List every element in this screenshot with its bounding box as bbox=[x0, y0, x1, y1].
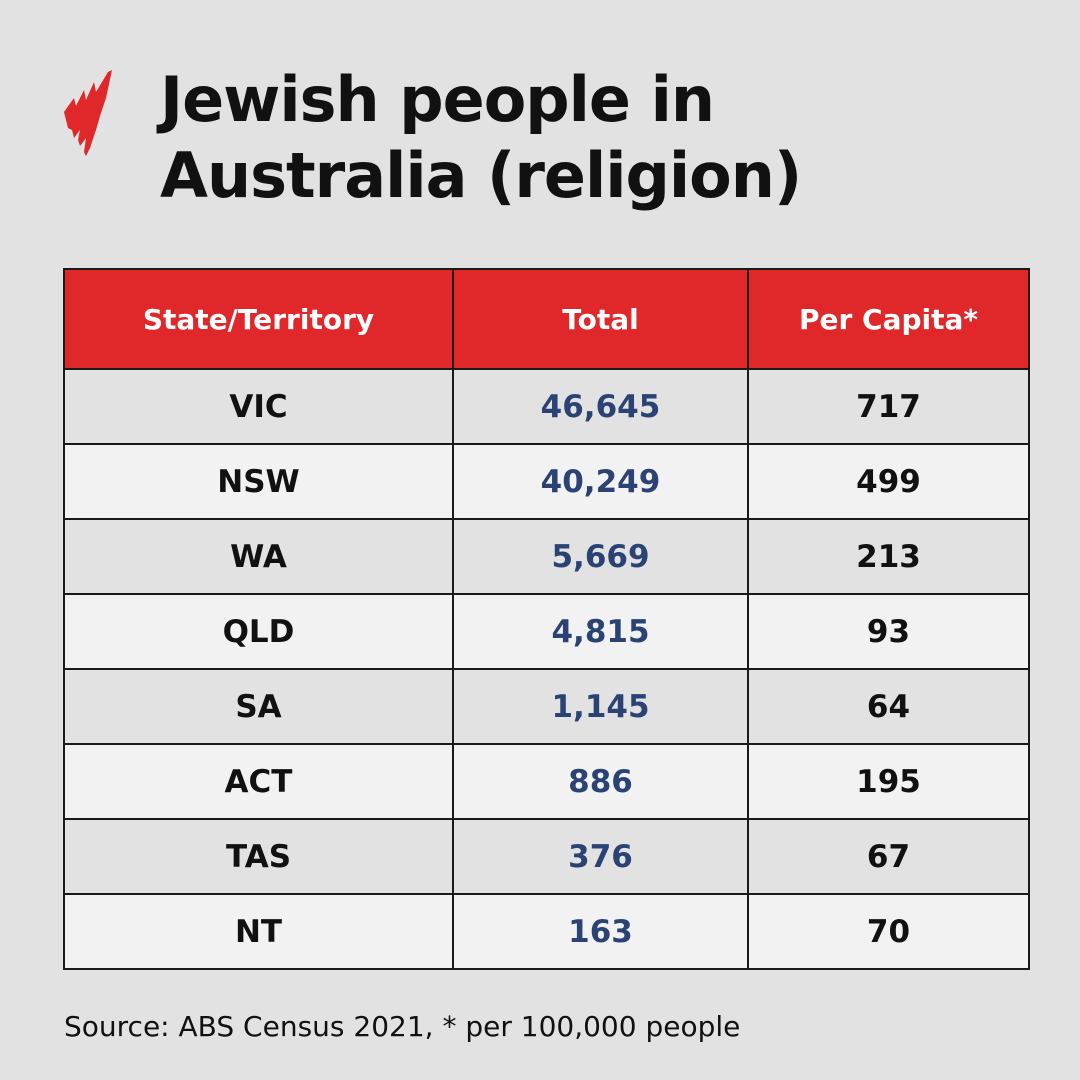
cell-state: VIC bbox=[63, 368, 454, 445]
cell-per-capita: 213 bbox=[747, 518, 1030, 595]
table-row: QLD 4,815 93 bbox=[63, 593, 1030, 670]
cell-state: SA bbox=[63, 668, 454, 745]
cell-total: 4,815 bbox=[452, 593, 749, 670]
data-table: State/Territory Total Per Capita* VIC 46… bbox=[63, 268, 1030, 970]
cell-state: NT bbox=[63, 893, 454, 970]
cell-total: 40,249 bbox=[452, 443, 749, 520]
cell-total: 886 bbox=[452, 743, 749, 820]
cell-state: NSW bbox=[63, 443, 454, 520]
table-row: SA 1,145 64 bbox=[63, 668, 1030, 745]
cell-total: 5,669 bbox=[452, 518, 749, 595]
cell-total: 1,145 bbox=[452, 668, 749, 745]
cell-per-capita: 64 bbox=[747, 668, 1030, 745]
sbs-logo-icon bbox=[64, 70, 112, 156]
cell-state: ACT bbox=[63, 743, 454, 820]
page-title: Jewish people in Australia (religion) bbox=[160, 62, 802, 214]
cell-total: 46,645 bbox=[452, 368, 749, 445]
cell-state: QLD bbox=[63, 593, 454, 670]
table-row: VIC 46,645 717 bbox=[63, 368, 1030, 445]
cell-per-capita: 499 bbox=[747, 443, 1030, 520]
title-line-2: Australia (religion) bbox=[160, 139, 802, 212]
cell-total: 163 bbox=[452, 893, 749, 970]
cell-per-capita: 70 bbox=[747, 893, 1030, 970]
cell-per-capita: 93 bbox=[747, 593, 1030, 670]
title-line-1: Jewish people in bbox=[160, 63, 715, 136]
table-row: NT 163 70 bbox=[63, 893, 1030, 970]
table-header-row: State/Territory Total Per Capita* bbox=[63, 268, 1030, 370]
table-row: NSW 40,249 499 bbox=[63, 443, 1030, 520]
cell-per-capita: 717 bbox=[747, 368, 1030, 445]
cell-per-capita: 67 bbox=[747, 818, 1030, 895]
header-total: Total bbox=[452, 268, 749, 370]
cell-total: 376 bbox=[452, 818, 749, 895]
cell-per-capita: 195 bbox=[747, 743, 1030, 820]
cell-state: WA bbox=[63, 518, 454, 595]
header-per-capita: Per Capita* bbox=[747, 268, 1030, 370]
header-state: State/Territory bbox=[63, 268, 454, 370]
table-row: ACT 886 195 bbox=[63, 743, 1030, 820]
cell-state: TAS bbox=[63, 818, 454, 895]
source-note: Source: ABS Census 2021, * per 100,000 p… bbox=[64, 1010, 741, 1043]
table-row: TAS 376 67 bbox=[63, 818, 1030, 895]
table-row: WA 5,669 213 bbox=[63, 518, 1030, 595]
